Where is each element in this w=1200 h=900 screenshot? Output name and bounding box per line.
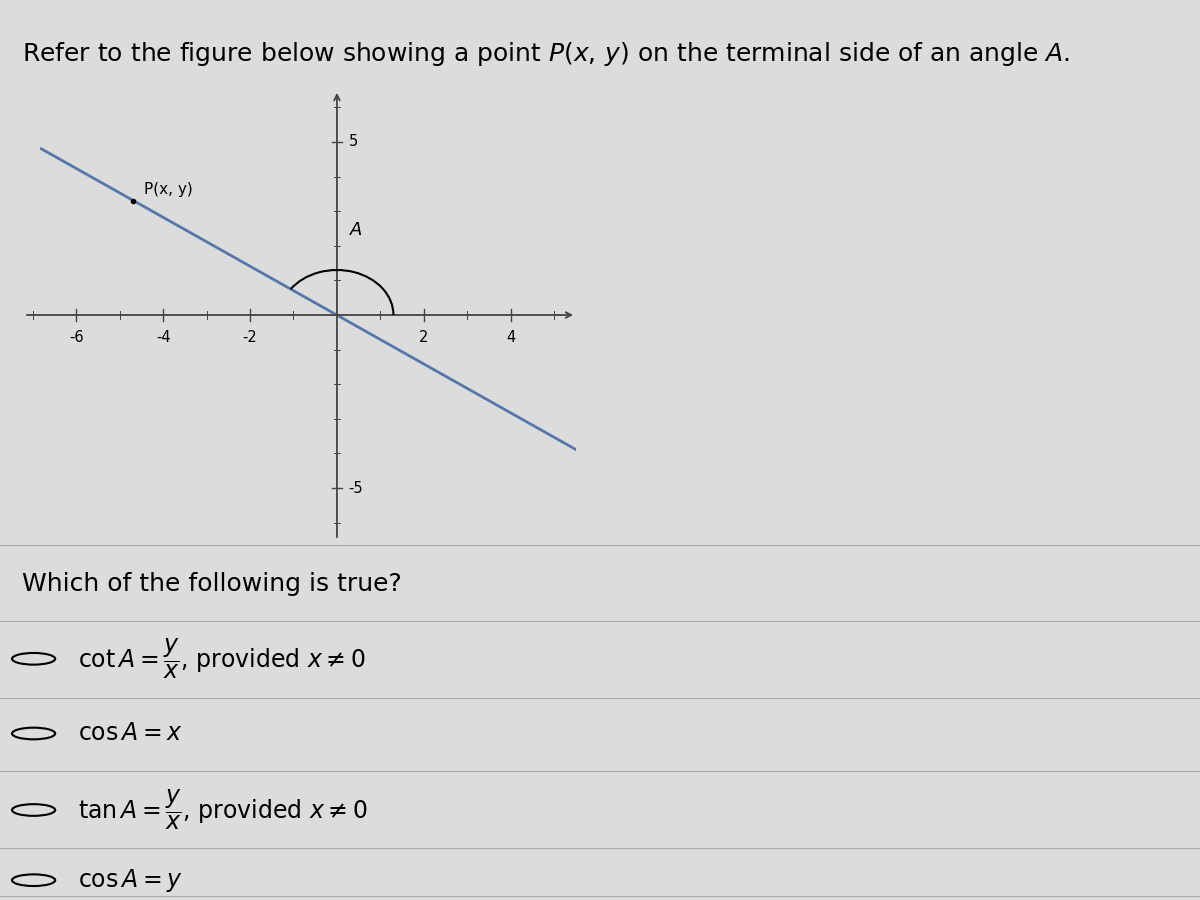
Text: $\mathrm{tan}\, A = \dfrac{y}{x}$, provided $x \neq 0$: $\mathrm{tan}\, A = \dfrac{y}{x}$, provi…	[78, 788, 367, 832]
Text: $\mathrm{cos}\, A = x$: $\mathrm{cos}\, A = x$	[78, 722, 182, 745]
Text: P(x, y): P(x, y)	[144, 182, 192, 197]
Text: 5: 5	[349, 134, 358, 149]
Text: Refer to the figure below showing a point $\mathit{P}(x,\,y)$ on the terminal si: Refer to the figure below showing a poin…	[22, 40, 1069, 68]
Text: -6: -6	[68, 330, 84, 345]
Text: -2: -2	[242, 330, 257, 345]
Text: -5: -5	[349, 481, 364, 496]
Text: A: A	[350, 221, 362, 239]
Text: $\mathrm{cos}\, A = y$: $\mathrm{cos}\, A = y$	[78, 867, 182, 894]
Text: -4: -4	[156, 330, 170, 345]
Text: $\mathrm{cot}\, A = \dfrac{y}{x}$, provided $x \neq 0$: $\mathrm{cot}\, A = \dfrac{y}{x}$, provi…	[78, 636, 366, 681]
Text: 2: 2	[419, 330, 428, 345]
Text: 4: 4	[506, 330, 516, 345]
Text: Which of the following is true?: Which of the following is true?	[22, 572, 401, 596]
